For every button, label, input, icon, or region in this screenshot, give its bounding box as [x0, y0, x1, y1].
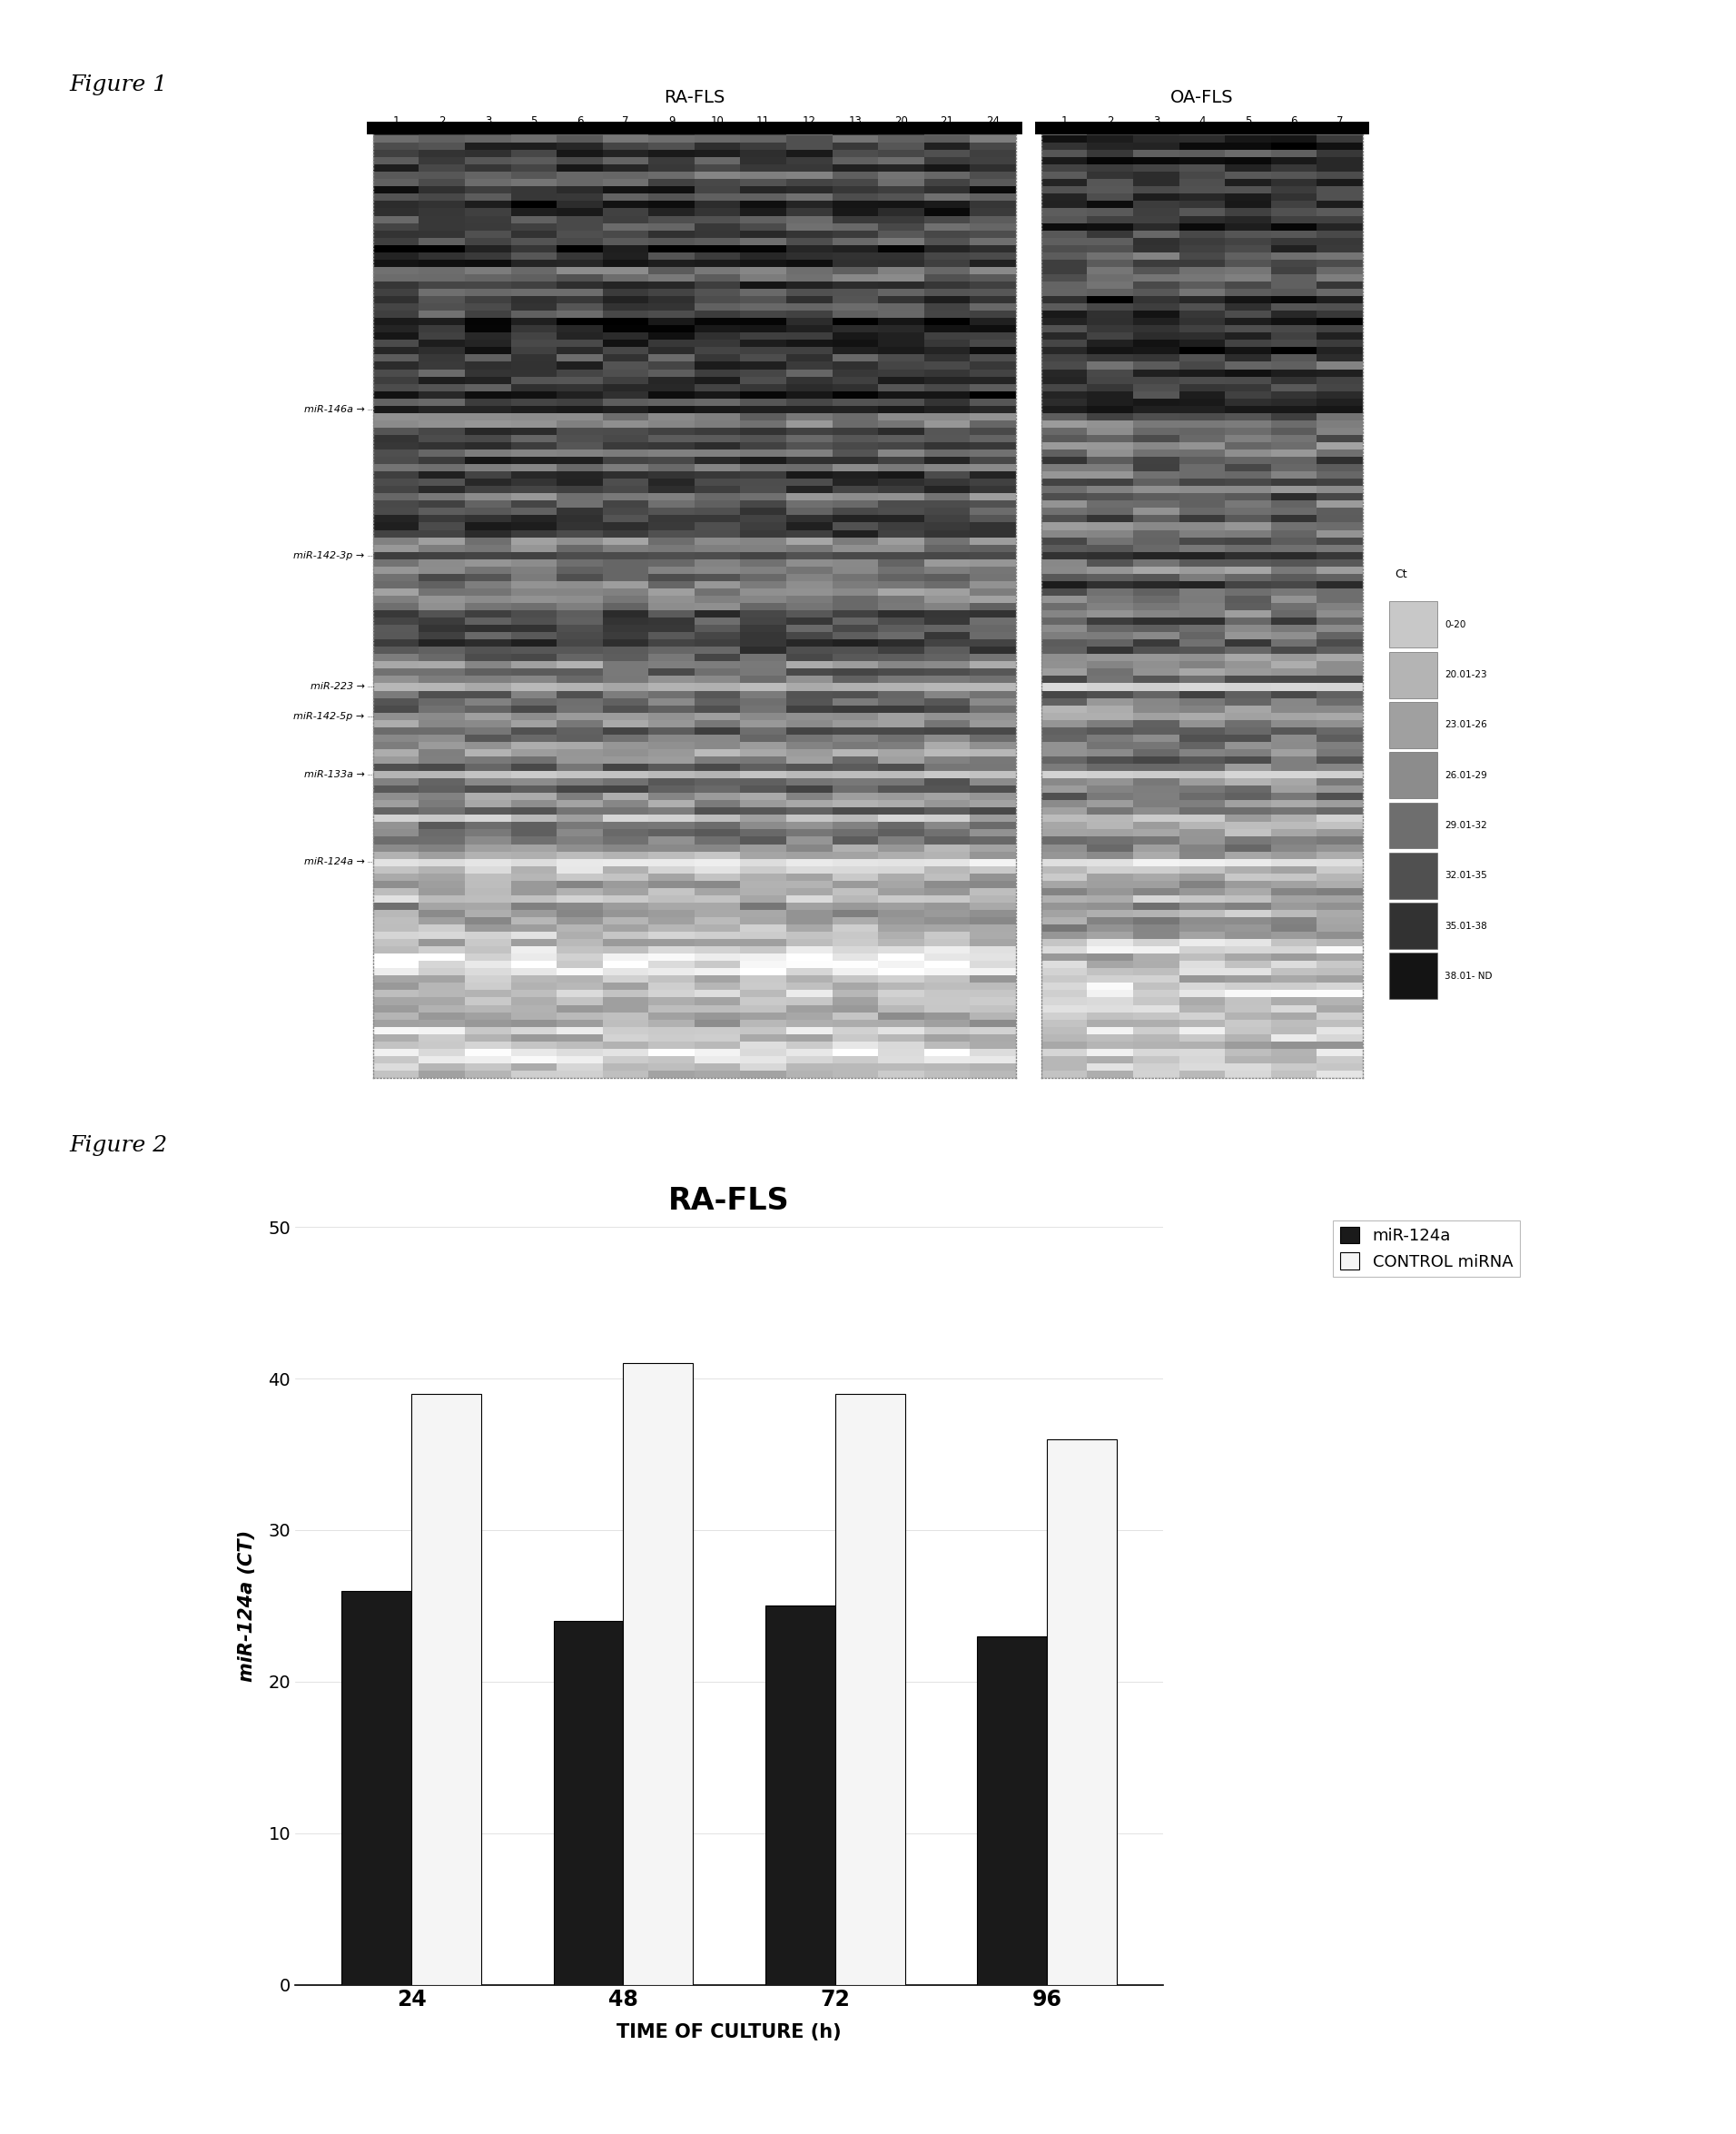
X-axis label: TIME OF CULTURE (h): TIME OF CULTURE (h): [616, 2023, 842, 2042]
Text: miR-124a →: miR-124a →: [304, 858, 365, 866]
Text: 29.01-32: 29.01-32: [1444, 822, 1488, 830]
Text: 35.01-38: 35.01-38: [1444, 922, 1488, 930]
Title: OA-FLS: OA-FLS: [1170, 90, 1234, 107]
Bar: [1389, 651, 1437, 698]
Text: Ct: Ct: [1396, 568, 1408, 580]
Text: 38.01- ND: 38.01- ND: [1444, 971, 1493, 982]
Text: Figure 2: Figure 2: [69, 1135, 168, 1157]
Bar: [1389, 903, 1437, 950]
Text: 32.01-35: 32.01-35: [1444, 871, 1488, 879]
Text: miR-142-5p →: miR-142-5p →: [293, 711, 365, 721]
Text: miR-223 →: miR-223 →: [311, 683, 365, 691]
Bar: [1389, 854, 1437, 898]
Text: miR-146a →: miR-146a →: [304, 405, 365, 414]
Text: miR-142-3p →: miR-142-3p →: [293, 551, 365, 559]
Bar: [342, 1590, 411, 1985]
Text: 26.01-29: 26.01-29: [1444, 770, 1488, 779]
Bar: [1389, 702, 1437, 749]
Bar: [1389, 751, 1437, 798]
Text: 0-20: 0-20: [1444, 621, 1465, 630]
Text: miR-133a →: miR-133a →: [304, 770, 365, 779]
Bar: [766, 1605, 835, 1985]
Bar: [623, 1364, 693, 1985]
Bar: [1389, 802, 1437, 849]
Bar: [1047, 1438, 1116, 1985]
Y-axis label: miR-124a (CT): miR-124a (CT): [238, 1530, 255, 1682]
Text: 23.01-26: 23.01-26: [1444, 721, 1488, 730]
Bar: [977, 1637, 1047, 1985]
Text: 20.01-23: 20.01-23: [1444, 670, 1488, 679]
Bar: [835, 1394, 904, 1985]
Text: Figure 1: Figure 1: [69, 75, 168, 96]
Bar: [411, 1394, 481, 1985]
Title: RA-FLS: RA-FLS: [663, 90, 726, 107]
Bar: [554, 1622, 623, 1985]
Legend: miR-124a, CONTROL miRNA: miR-124a, CONTROL miRNA: [1333, 1221, 1519, 1276]
Bar: [1389, 954, 1437, 999]
Bar: [1389, 602, 1437, 649]
Title: RA-FLS: RA-FLS: [668, 1187, 790, 1216]
